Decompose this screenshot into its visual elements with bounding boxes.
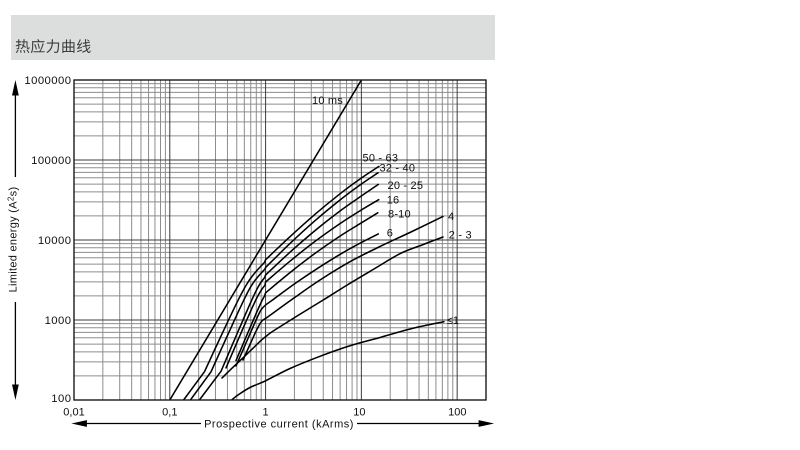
- svg-text:1000: 1000: [45, 315, 72, 327]
- svg-text:4: 4: [448, 211, 454, 223]
- svg-text:8-10: 8-10: [388, 209, 411, 221]
- svg-text:32 - 40: 32 - 40: [380, 163, 416, 175]
- svg-text:10000: 10000: [38, 235, 72, 247]
- svg-text:≤1: ≤1: [447, 315, 460, 327]
- svg-text:Prospective current (kArms): Prospective current (kArms): [204, 418, 354, 430]
- svg-text:0,1: 0,1: [162, 407, 177, 419]
- svg-text:50 - 63: 50 - 63: [363, 153, 399, 165]
- svg-text:16: 16: [387, 195, 400, 207]
- svg-text:100000: 100000: [31, 155, 71, 167]
- svg-text:2 - 3: 2 - 3: [449, 229, 472, 241]
- svg-text:10 ms: 10 ms: [312, 95, 343, 107]
- svg-text:6: 6: [387, 228, 393, 240]
- svg-text:1000000: 1000000: [24, 75, 71, 87]
- svg-text:100: 100: [51, 393, 71, 405]
- svg-text:0,01: 0,01: [63, 407, 84, 419]
- svg-text:1: 1: [263, 407, 269, 419]
- svg-text:Limited energy (A2s): Limited energy (A2s): [6, 187, 19, 293]
- svg-text:20 - 25: 20 - 25: [388, 180, 424, 192]
- svg-text:100: 100: [448, 407, 466, 419]
- svg-text:10: 10: [353, 407, 365, 419]
